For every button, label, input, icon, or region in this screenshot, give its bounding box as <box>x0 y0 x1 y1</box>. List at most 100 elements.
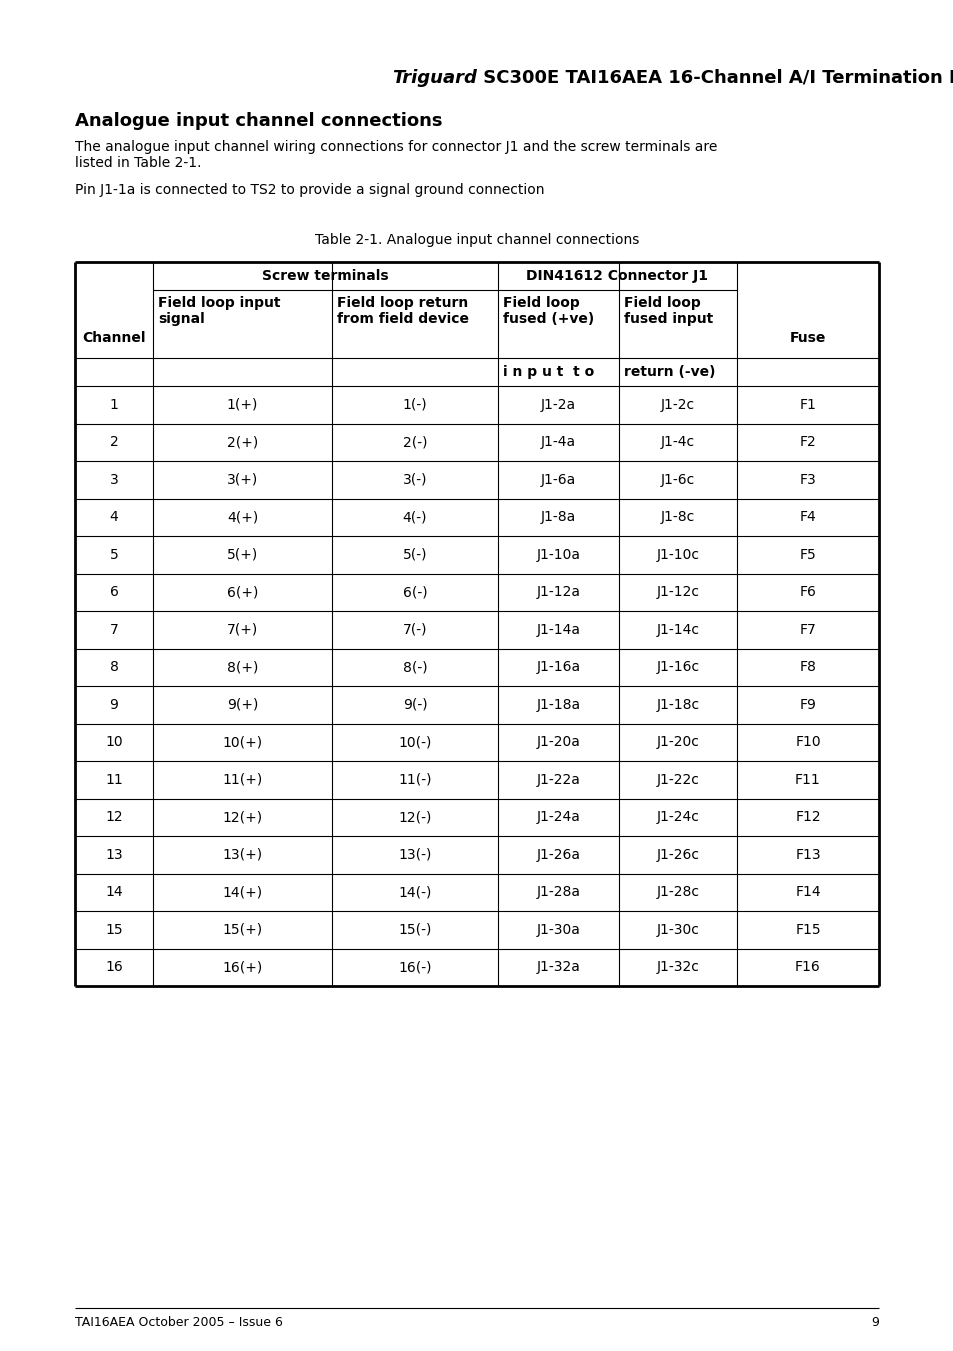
Text: J1-30a: J1-30a <box>536 923 579 936</box>
Text: 5(-): 5(-) <box>402 547 427 562</box>
Text: J1-12a: J1-12a <box>536 585 579 600</box>
Text: J1-14a: J1-14a <box>536 623 579 636</box>
Text: Triguard: Triguard <box>392 69 476 86</box>
Text: SC300E TAI16AEA 16-Channel A/I Termination Module: SC300E TAI16AEA 16-Channel A/I Terminati… <box>476 69 953 86</box>
Text: 3: 3 <box>110 473 118 486</box>
Text: 4: 4 <box>110 511 118 524</box>
Text: Screw terminals: Screw terminals <box>262 269 389 282</box>
Text: J1-24a: J1-24a <box>536 811 579 824</box>
Text: J1-32c: J1-32c <box>656 961 699 974</box>
Text: F14: F14 <box>795 885 820 900</box>
Text: J1-10a: J1-10a <box>536 547 579 562</box>
Text: 9: 9 <box>110 697 118 712</box>
Text: 15(-): 15(-) <box>398 923 432 936</box>
Text: 2(-): 2(-) <box>402 435 427 450</box>
Text: J1-24c: J1-24c <box>656 811 699 824</box>
Text: 3(-): 3(-) <box>402 473 427 486</box>
Text: 1(-): 1(-) <box>402 397 427 412</box>
Text: F1: F1 <box>799 397 816 412</box>
Text: F3: F3 <box>799 473 816 486</box>
Text: 12(-): 12(-) <box>398 811 432 824</box>
Text: 9: 9 <box>870 1316 878 1329</box>
Text: F15: F15 <box>795 923 820 936</box>
Text: J1-4c: J1-4c <box>660 435 695 450</box>
Text: J1-26c: J1-26c <box>656 847 699 862</box>
Text: 15(+): 15(+) <box>222 923 262 936</box>
Text: 13(+): 13(+) <box>222 847 262 862</box>
Text: J1-28a: J1-28a <box>536 885 579 900</box>
Text: 5(+): 5(+) <box>227 547 258 562</box>
Text: J1-30c: J1-30c <box>656 923 699 936</box>
Text: 14: 14 <box>105 885 123 900</box>
Text: 4(+): 4(+) <box>227 511 258 524</box>
Text: J1-2a: J1-2a <box>540 397 576 412</box>
Text: J1-10c: J1-10c <box>656 547 699 562</box>
Text: 8(+): 8(+) <box>227 661 258 674</box>
Text: F9: F9 <box>799 697 816 712</box>
Text: 11(+): 11(+) <box>222 773 262 786</box>
Text: 14(-): 14(-) <box>398 885 432 900</box>
Text: 9(-): 9(-) <box>402 697 427 712</box>
Text: 15: 15 <box>105 923 123 936</box>
Text: F10: F10 <box>795 735 820 750</box>
Text: DIN41612 Connector J1: DIN41612 Connector J1 <box>526 269 708 282</box>
Text: i n p u t  t o: i n p u t t o <box>502 365 594 380</box>
Text: J1-14c: J1-14c <box>656 623 699 636</box>
Text: Fuse: Fuse <box>789 331 825 345</box>
Text: 8(-): 8(-) <box>402 661 427 674</box>
Text: 6(-): 6(-) <box>402 585 427 600</box>
Text: J1-20c: J1-20c <box>656 735 699 750</box>
Text: Pin J1-1a is connected to TS2 to provide a signal ground connection: Pin J1-1a is connected to TS2 to provide… <box>75 182 544 197</box>
Text: J1-6a: J1-6a <box>540 473 576 486</box>
Text: J1-2c: J1-2c <box>660 397 695 412</box>
Text: Analogue input channel connections: Analogue input channel connections <box>75 112 442 130</box>
Text: TAI16AEA October 2005 – Issue 6: TAI16AEA October 2005 – Issue 6 <box>75 1316 283 1329</box>
Text: 5: 5 <box>110 547 118 562</box>
Text: Table 2-1. Analogue input channel connections: Table 2-1. Analogue input channel connec… <box>314 232 639 247</box>
Text: 13: 13 <box>105 847 123 862</box>
Text: 14(+): 14(+) <box>222 885 262 900</box>
Text: 1(+): 1(+) <box>227 397 258 412</box>
Text: 6: 6 <box>110 585 118 600</box>
Text: 7(-): 7(-) <box>402 623 427 636</box>
Text: 10(+): 10(+) <box>222 735 262 750</box>
Text: Field loop
fused (+ve): Field loop fused (+ve) <box>502 296 594 326</box>
Text: 13(-): 13(-) <box>398 847 432 862</box>
Text: 11(-): 11(-) <box>397 773 432 786</box>
Text: F4: F4 <box>799 511 816 524</box>
Text: J1-18c: J1-18c <box>656 697 699 712</box>
Text: J1-16c: J1-16c <box>656 661 699 674</box>
Text: Channel: Channel <box>82 331 146 345</box>
Text: J1-12c: J1-12c <box>656 585 699 600</box>
Text: The analogue input channel wiring connections for connector J1 and the screw ter: The analogue input channel wiring connec… <box>75 141 717 170</box>
Text: J1-8a: J1-8a <box>540 511 576 524</box>
Text: J1-18a: J1-18a <box>536 697 580 712</box>
Text: J1-22a: J1-22a <box>536 773 579 786</box>
Text: F6: F6 <box>799 585 816 600</box>
Text: 12(+): 12(+) <box>222 811 262 824</box>
Text: F13: F13 <box>795 847 820 862</box>
Text: 3(+): 3(+) <box>227 473 258 486</box>
Text: F12: F12 <box>795 811 820 824</box>
Text: 2: 2 <box>110 435 118 450</box>
Text: 8: 8 <box>110 661 118 674</box>
Text: J1-28c: J1-28c <box>656 885 699 900</box>
Text: 6(+): 6(+) <box>227 585 258 600</box>
Text: 12: 12 <box>105 811 123 824</box>
Text: Field loop return
from field device: Field loop return from field device <box>336 296 469 326</box>
Text: Field loop input
signal: Field loop input signal <box>158 296 280 326</box>
Text: F8: F8 <box>799 661 816 674</box>
Text: return (-ve): return (-ve) <box>623 365 715 380</box>
Text: J1-6c: J1-6c <box>660 473 695 486</box>
Text: F5: F5 <box>799 547 816 562</box>
Text: 1: 1 <box>110 397 118 412</box>
Text: F16: F16 <box>794 961 820 974</box>
Text: 10(-): 10(-) <box>398 735 432 750</box>
Text: F7: F7 <box>799 623 816 636</box>
Text: F2: F2 <box>799 435 816 450</box>
Text: 10: 10 <box>105 735 123 750</box>
Text: Field loop
fused input: Field loop fused input <box>623 296 713 326</box>
Text: 16: 16 <box>105 961 123 974</box>
Text: 11: 11 <box>105 773 123 786</box>
Text: 7: 7 <box>110 623 118 636</box>
